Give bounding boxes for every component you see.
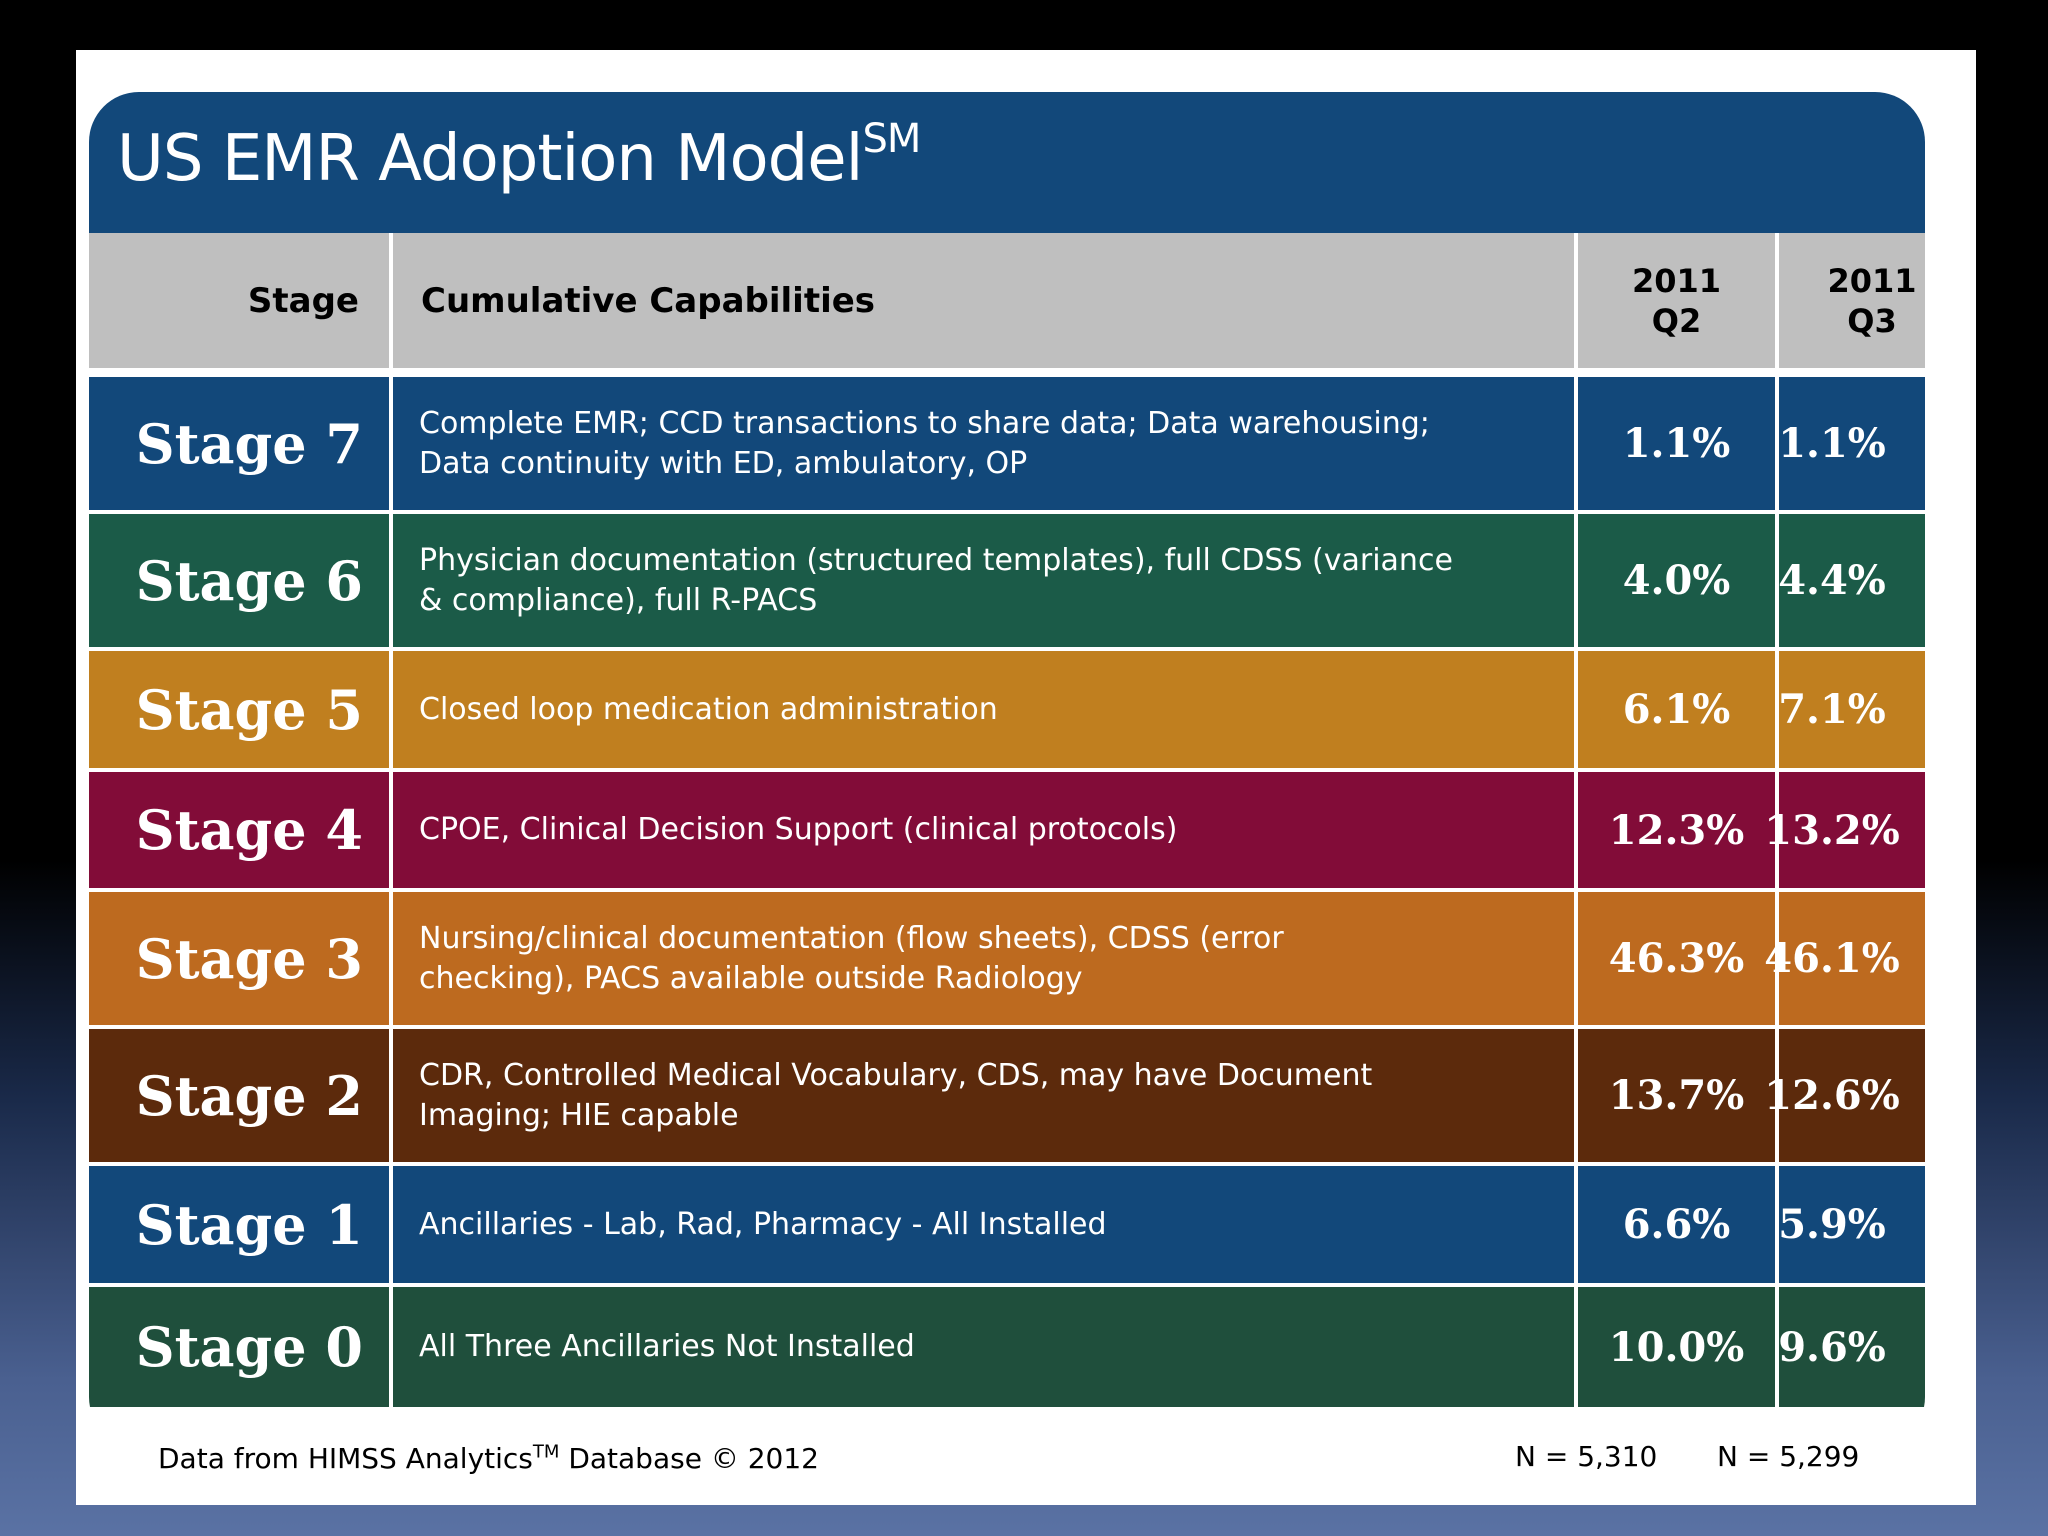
row-stage-0-value-2011-q3-cell: 9.6%: [1778, 1287, 1925, 1407]
capabilities-line: All Three Ancillaries Not Installed: [419, 1329, 915, 1364]
row-stage-2-capabilities-text-cell: CDR, Controlled Medical Vocabulary, CDS,…: [393, 1029, 1574, 1162]
emr-adoption-table: US EMR Adoption ModelSM Stage Cumulative…: [89, 92, 1925, 1447]
value-2011-q2: 4.0%: [1622, 557, 1731, 604]
row-stage-6-value-2011-q3-cell: 4.4%: [1778, 514, 1925, 647]
capabilities-lines: Nursing/clinical documentation (flow she…: [419, 919, 1284, 999]
row-stage-5-value-2011-q2-cell: 6.1%: [1578, 651, 1775, 768]
value-2011-q3: 5.9%: [1778, 1201, 1886, 1248]
title-bar: US EMR Adoption ModelSM: [89, 92, 1925, 233]
capabilities-lines: All Three Ancillaries Not Installed: [419, 1327, 915, 1367]
row-stage-7-value-2011-q3-cell: 1.1%: [1778, 377, 1925, 510]
row-stage-4-capabilities-text-cell: CPOE, Clinical Decision Support (clinica…: [393, 772, 1574, 888]
row-stage-4-value-2011-q3-cell: 13.2%: [1764, 772, 1925, 888]
value-2011-q3: 12.6%: [1764, 1072, 1900, 1119]
capabilities-line: Imaging; HIE capable: [419, 1097, 739, 1133]
value-2011-q3: 46.1%: [1764, 935, 1900, 982]
capabilities-lines: CPOE, Clinical Decision Support (clinica…: [419, 810, 1177, 850]
capabilities-line: Complete EMR; CCD transactions to share …: [419, 405, 1430, 441]
value-2011-q2: 46.3%: [1608, 935, 1745, 982]
row-stage-7-stage-label-cell: Stage 7: [89, 377, 389, 510]
capabilities-line: Ancillaries - Lab, Rad, Pharmacy - All I…: [419, 1206, 1107, 1242]
header-q2-quarter: Q2: [1651, 301, 1702, 340]
n-count-q2: N = 5,310: [1515, 1440, 1658, 1473]
stage-label: Stage 2: [135, 1063, 363, 1128]
stage-label: Stage 0: [135, 1315, 363, 1379]
title-superscript: SM: [862, 115, 921, 162]
value-2011-q2: 12.3%: [1608, 806, 1745, 854]
row-stage-5-stage-label-cell: Stage 5: [89, 651, 389, 768]
capabilities-line: Nursing/clinical documentation (flow she…: [419, 920, 1284, 956]
capabilities-lines: Ancillaries - Lab, Rad, Pharmacy - All I…: [419, 1205, 1107, 1245]
capabilities-lines: CDR, Controlled Medical Vocabulary, CDS,…: [419, 1056, 1372, 1136]
slide: US EMR Adoption ModelSM Stage Cumulative…: [76, 50, 1976, 1505]
row-stage-7-capabilities-text-cell: Complete EMR; CCD transactions to share …: [393, 377, 1574, 510]
row-stage-1-value-2011-q3-cell: 5.9%: [1778, 1166, 1925, 1283]
value-2011-q3: 4.4%: [1778, 557, 1886, 604]
capabilities-line: CPOE, Clinical Decision Support (clinica…: [419, 812, 1178, 847]
value-2011-q2: 6.6%: [1622, 1201, 1731, 1248]
header-q2: 2011 Q2: [1578, 233, 1775, 368]
header-capabilities-label: Cumulative Capabilities: [421, 280, 876, 321]
capabilities-line: checking), PACS available outside Radiol…: [419, 960, 1083, 996]
capabilities-line: Physician documentation (structured temp…: [419, 542, 1453, 578]
row-stage-6-stage-label-cell: Stage 6: [89, 514, 389, 647]
stage-label: Stage 5: [135, 677, 363, 742]
value-2011-q2: 6.1%: [1622, 686, 1731, 733]
header-capabilities: Cumulative Capabilities: [393, 233, 1574, 368]
row-stage-0-value-2011-q2-cell: 10.0%: [1578, 1287, 1775, 1407]
row-stage-2-value-2011-q3-cell: 12.6%: [1764, 1029, 1925, 1162]
capabilities-lines: Closed loop medication administration: [419, 690, 998, 730]
row-stage-2-value-2011-q2-cell: 13.7%: [1578, 1029, 1775, 1162]
capabilities-lines: Physician documentation (structured temp…: [419, 541, 1453, 621]
value-2011-q3: 9.6%: [1778, 1323, 1886, 1371]
row-stage-3-stage-label-cell: Stage 3: [89, 892, 389, 1025]
header-q3-year: 2011: [1827, 261, 1917, 300]
capabilities-line: & compliance), full R-PACS: [419, 582, 818, 618]
row-stage-7-value-2011-q2-cell: 1.1%: [1578, 377, 1775, 510]
row-stage-5-capabilities-text-cell: Closed loop medication administration: [393, 651, 1574, 768]
row-stage-3-value-2011-q3-cell: 46.1%: [1764, 892, 1925, 1025]
header-stage-label: Stage: [247, 280, 359, 321]
page-title: US EMR Adoption ModelSM: [117, 119, 921, 196]
row-stage-3-value-2011-q2-cell: 46.3%: [1578, 892, 1775, 1025]
row-stage-6-value-2011-q2-cell: 4.0%: [1578, 514, 1775, 647]
source-after: Database © 2012: [559, 1442, 819, 1475]
stage-label: Stage 1: [135, 1192, 363, 1257]
row-stage-2-stage-label-cell: Stage 2: [89, 1029, 389, 1162]
capabilities-line: CDR, Controlled Medical Vocabulary, CDS,…: [419, 1057, 1373, 1093]
n-count-q3: N = 5,299: [1717, 1440, 1860, 1473]
row-stage-4-stage-label-cell: Stage 4: [89, 772, 389, 888]
source-before: Data from HIMSS Analytics: [158, 1442, 533, 1475]
value-2011-q3: 1.1%: [1778, 420, 1886, 467]
header-stage: Stage: [89, 233, 389, 368]
value-2011-q2: 10.0%: [1608, 1323, 1745, 1371]
row-stage-3-capabilities-text-cell: Nursing/clinical documentation (flow she…: [393, 892, 1574, 1025]
row-stage-1-capabilities-text-cell: Ancillaries - Lab, Rad, Pharmacy - All I…: [393, 1166, 1574, 1283]
capabilities-line: Closed loop medication administration: [419, 691, 998, 727]
row-stage-6-capabilities-text-cell: Physician documentation (structured temp…: [393, 514, 1574, 647]
stage-label: Stage 4: [135, 798, 363, 862]
row-stage-0-stage-label-cell: Stage 0: [89, 1287, 389, 1407]
header-q3-quarter: Q3: [1847, 301, 1897, 340]
stage-label: Stage 6: [135, 548, 363, 613]
stage-label: Stage 7: [135, 411, 363, 476]
source-note: Data from HIMSS AnalyticsTM Database © 2…: [158, 1442, 819, 1475]
row-stage-4-value-2011-q2-cell: 12.3%: [1578, 772, 1775, 888]
row-stage-0-capabilities-text-cell: All Three Ancillaries Not Installed: [393, 1287, 1574, 1407]
value-2011-q2: 13.7%: [1608, 1072, 1745, 1119]
stage-label: Stage 3: [135, 926, 363, 991]
source-tm: TM: [532, 1441, 560, 1463]
row-stage-5-value-2011-q3-cell: 7.1%: [1778, 651, 1925, 768]
value-2011-q3: 13.2%: [1764, 806, 1900, 854]
row-stage-1-stage-label-cell: Stage 1: [89, 1166, 389, 1283]
capabilities-lines: Complete EMR; CCD transactions to share …: [419, 404, 1430, 484]
title-main: US EMR Adoption Model: [117, 122, 863, 196]
value-2011-q3: 7.1%: [1778, 686, 1886, 733]
value-2011-q2: 1.1%: [1622, 420, 1731, 467]
header-q2-year: 2011: [1631, 261, 1722, 300]
header-q3: 2011 Q3: [1779, 233, 1925, 368]
row-stage-1-value-2011-q2-cell: 6.6%: [1578, 1166, 1775, 1283]
capabilities-line: Data continuity with ED, ambulatory, OP: [419, 445, 1028, 481]
